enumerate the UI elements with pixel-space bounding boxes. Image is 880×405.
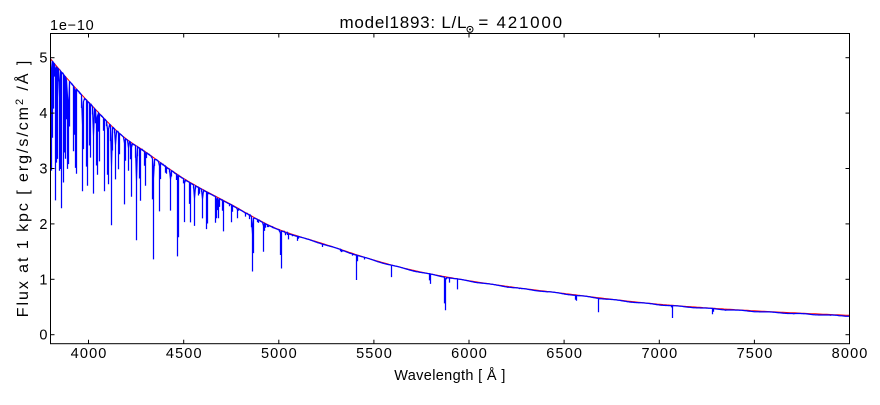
svg-text:1: 1 xyxy=(39,272,48,288)
svg-text:Flux at 1 kpc [ erg/s/cm2 /Å ]: Flux at 1 kpc [ erg/s/cm2 /Å ] xyxy=(13,59,32,317)
svg-text:3: 3 xyxy=(39,162,48,178)
svg-text:1e−10: 1e−10 xyxy=(50,18,94,34)
svg-text:7000: 7000 xyxy=(641,346,678,362)
svg-text:5000: 5000 xyxy=(261,346,298,362)
svg-text:7500: 7500 xyxy=(737,346,774,362)
svg-text:5: 5 xyxy=(39,51,48,67)
svg-text:Wavelength [ Å ]: Wavelength [ Å ] xyxy=(394,367,505,384)
svg-text:4: 4 xyxy=(39,106,48,122)
svg-text:6000: 6000 xyxy=(451,346,488,362)
svg-text:model1893: L/L: model1893: L/L xyxy=(340,13,468,32)
svg-text:= 421000: = 421000 xyxy=(478,13,563,32)
svg-text:0: 0 xyxy=(39,328,48,344)
svg-text:4500: 4500 xyxy=(166,346,203,362)
svg-text:5500: 5500 xyxy=(356,346,393,362)
svg-text:8000: 8000 xyxy=(832,346,869,362)
svg-text:2: 2 xyxy=(39,217,48,233)
svg-text:6500: 6500 xyxy=(546,346,583,362)
svg-text:4000: 4000 xyxy=(71,346,108,362)
